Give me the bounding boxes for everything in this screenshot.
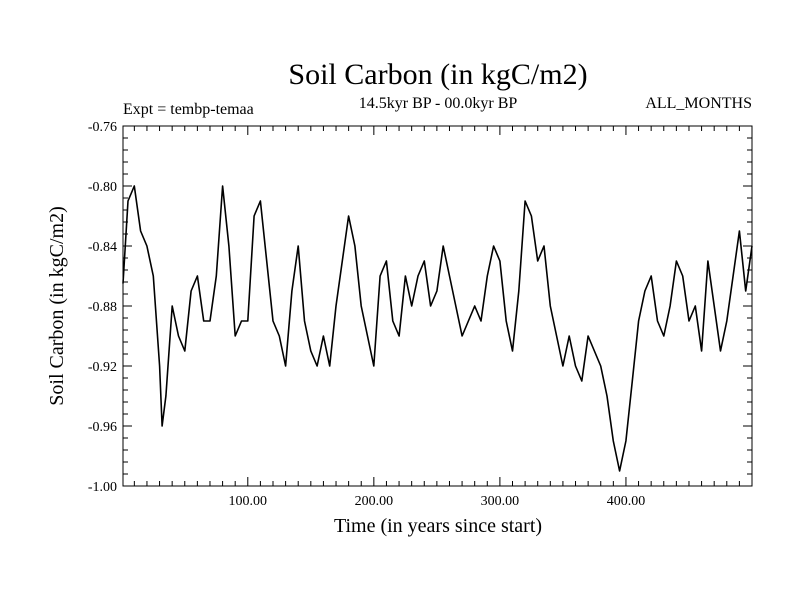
x-tick-label: 200.00 (355, 494, 394, 509)
series-line (122, 185, 753, 472)
x-tick-label: 100.00 (229, 494, 268, 509)
x-tick-label: 300.00 (481, 494, 520, 509)
y-tick-label: -1.00 (88, 480, 117, 495)
months-label: ALL_MONTHS (645, 95, 752, 112)
x-tick-label: 400.00 (607, 494, 646, 509)
x-axis-label: Time (in years since start) (334, 515, 542, 537)
experiment-label: Expt = tembp-temaa (123, 101, 254, 118)
y-tick-label: -0.92 (88, 360, 117, 375)
y-tick-label: -0.88 (88, 300, 117, 315)
y-tick-label: -0.80 (88, 180, 117, 195)
y-axis-label: Soil Carbon (in kgC/m2) (46, 206, 68, 405)
plot-frame (122, 125, 753, 487)
y-tick-label: -0.96 (88, 420, 117, 435)
x-axis: 100.00 200.00 300.00 400.00 (133, 126, 740, 509)
chart-title: Soil Carbon (in kgC/m2) (288, 58, 587, 91)
y-tick-label: -0.84 (88, 240, 117, 255)
time-range-label: 14.5kyr BP - 00.0kyr BP (359, 95, 518, 112)
series-layer (122, 185, 753, 472)
y-axis: -0.76 -0.80 -0.84 -0.88 -0.92 -0.96 -1.00 (88, 120, 752, 495)
y-tick-label: -0.76 (88, 120, 117, 135)
